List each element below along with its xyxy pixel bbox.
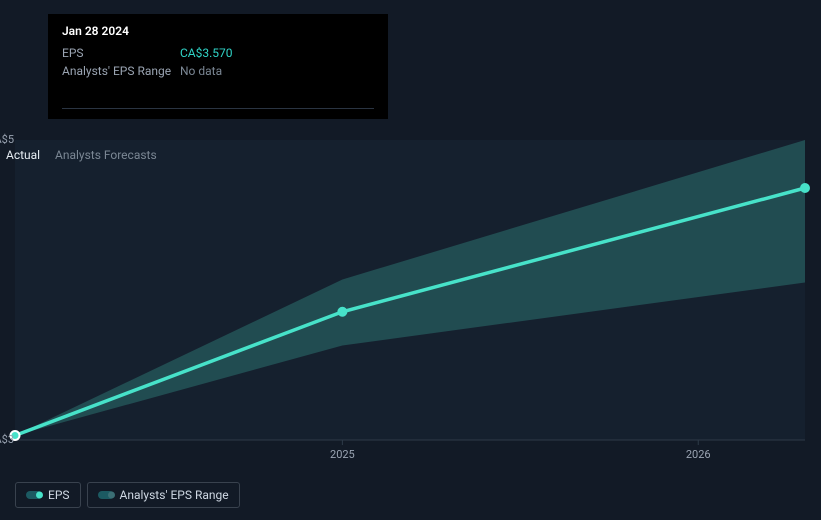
tooltip-label: EPS	[62, 46, 180, 60]
legend-swatch-icon	[26, 491, 42, 499]
tooltip-divider	[62, 108, 374, 109]
tooltip-label: Analysts' EPS Range	[62, 64, 180, 78]
legend-item-range[interactable]: Analysts' EPS Range	[87, 482, 240, 508]
legend-label: Analysts' EPS Range	[120, 488, 229, 502]
tooltip-date: Jan 28 2024	[62, 24, 374, 38]
data-point[interactable]	[801, 184, 809, 192]
hover-tooltip: Jan 28 2024 EPSCA$3.570Analysts' EPS Ran…	[48, 14, 388, 119]
legend-item-eps[interactable]: EPS	[15, 482, 81, 508]
legend-swatch-icon	[98, 491, 114, 499]
legend-label: EPS	[48, 488, 70, 502]
data-point[interactable]	[338, 308, 346, 316]
eps-forecast-chart: Actual Analysts Forecasts CA$5 CA$3 2025 2…	[0, 0, 821, 520]
tooltip-value: CA$3.570	[180, 46, 233, 60]
tab-actual[interactable]: Actual	[6, 148, 40, 162]
tooltip-row: Analysts' EPS RangeNo data	[62, 62, 374, 80]
legend: EPS Analysts' EPS Range	[15, 482, 240, 508]
x-axis-label: 2026	[686, 448, 711, 461]
y-axis-label: CA$5	[0, 133, 14, 146]
tab-forecasts[interactable]: Analysts Forecasts	[55, 148, 157, 162]
x-axis-label: 2025	[330, 448, 355, 461]
y-axis-label: CA$3	[0, 433, 14, 446]
tooltip-value: No data	[180, 64, 222, 78]
tooltip-row: EPSCA$3.570	[62, 44, 374, 62]
